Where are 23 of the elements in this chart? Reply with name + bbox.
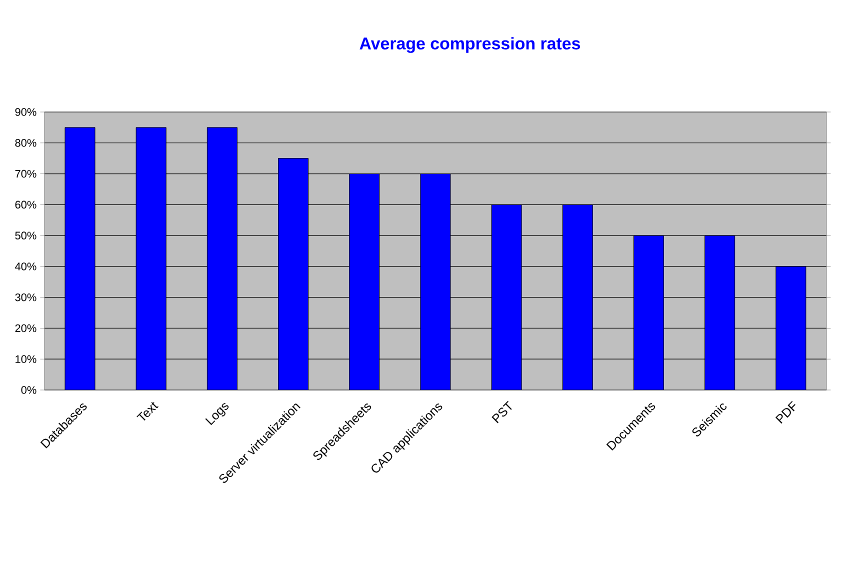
y-tick-label: 30% [15,293,36,302]
bar [64,127,96,390]
y-tick-label: 0% [21,386,36,394]
y-tick-label: 20% [15,324,36,332]
bar [562,204,593,390]
bar [704,235,736,390]
y-tick-label: 80% [15,139,36,147]
y-tick-label: 70% [15,170,36,178]
bar [491,204,522,390]
bar [349,174,380,390]
chart-title: Average compression rates [360,37,580,53]
bar [776,266,806,390]
bar [206,127,238,390]
bar [136,127,166,390]
bar [420,174,451,390]
y-tick-label: 40% [15,262,36,270]
bar [633,235,664,390]
x-tick-label: Text [136,402,158,421]
y-tick-label: 10% [16,355,36,363]
y-tick-label: 60% [15,200,36,209]
bar [278,158,309,390]
y-tick-label: 50% [15,232,36,240]
y-tick-label: 90% [15,108,36,116]
